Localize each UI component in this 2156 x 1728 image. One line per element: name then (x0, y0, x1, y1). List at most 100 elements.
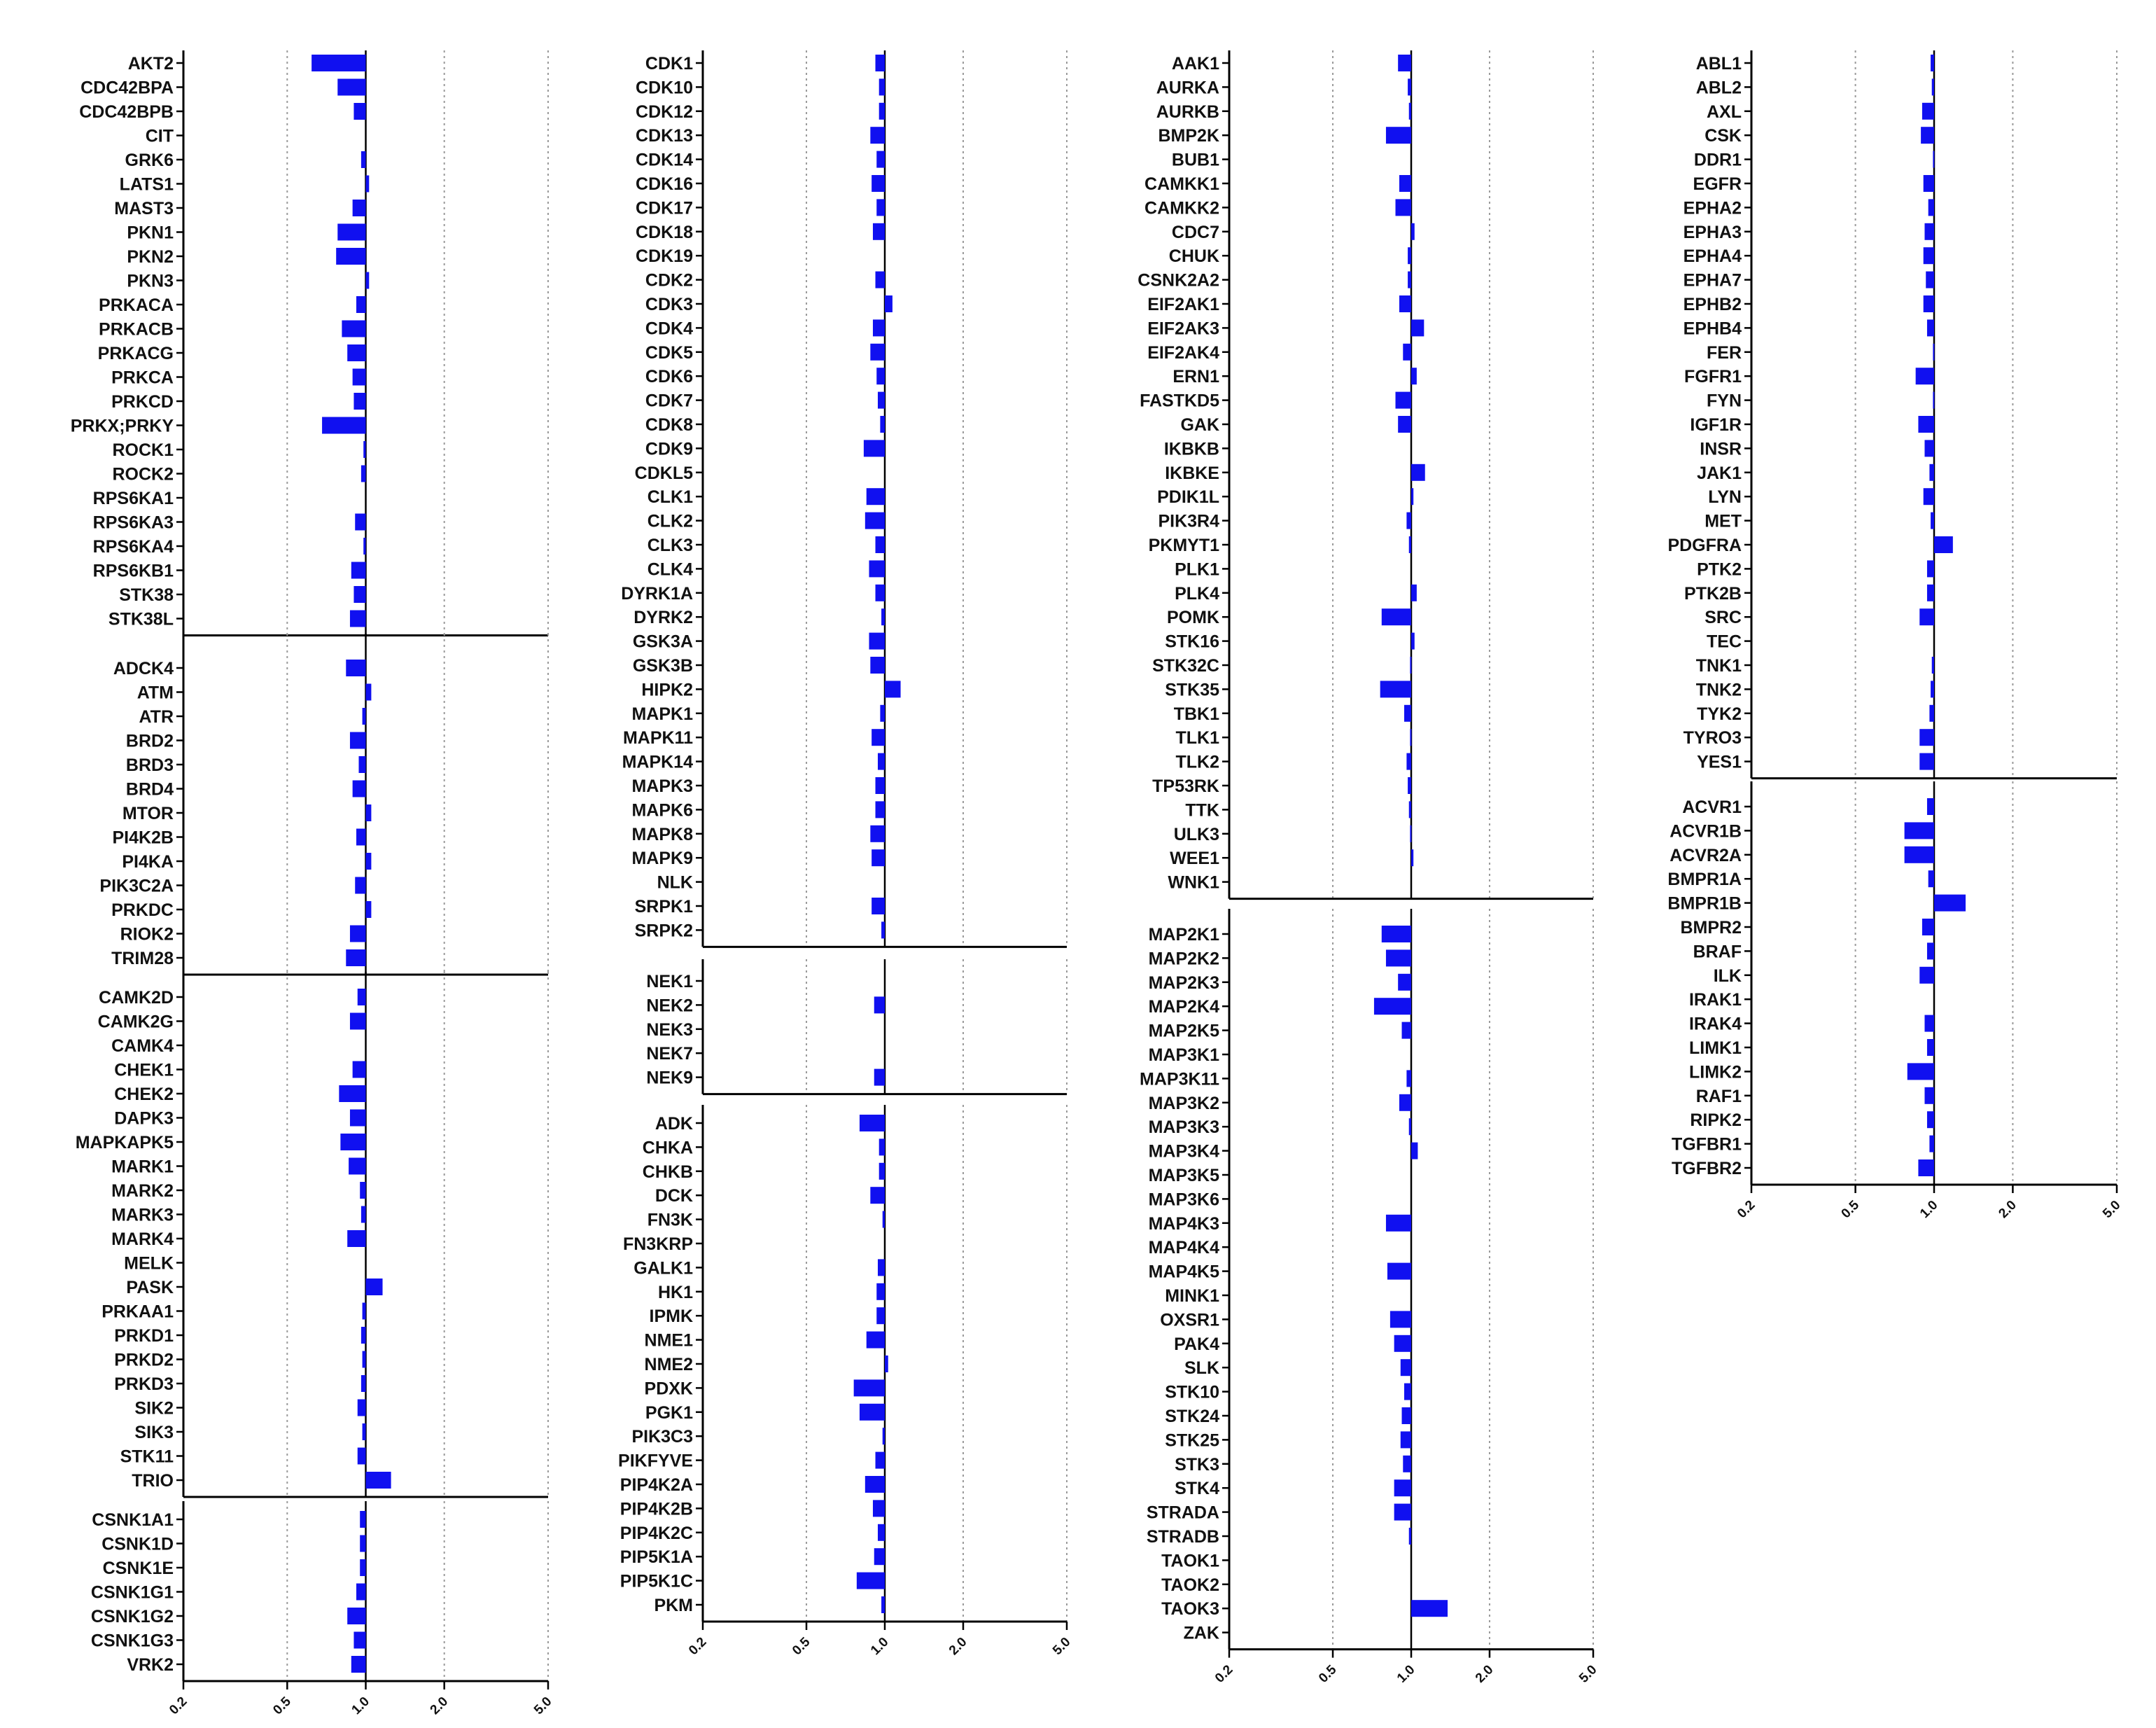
bar-stradb (1408, 1528, 1411, 1545)
x-tick-label: 0.2 (167, 1694, 190, 1718)
category-label: EPHA3 (1684, 223, 1742, 242)
bar-gak (1398, 416, 1411, 433)
bar-pip5k1a (874, 1548, 885, 1566)
bar-fgfr1 (1915, 368, 1934, 385)
bar-stk32c (1410, 657, 1412, 674)
category-label: GSK3A (633, 632, 693, 652)
category-label: EIF2AK4 (1147, 343, 1219, 363)
x-tick-label: 1.0 (1394, 1662, 1418, 1686)
x-tick-label: 5.0 (531, 1694, 555, 1718)
bar-pomk (1381, 608, 1411, 626)
bar-atm (365, 683, 372, 701)
category-label: TP53RK (1152, 776, 1219, 796)
bar-fastkd5 (1395, 391, 1411, 409)
category-label: EIF2AK1 (1147, 295, 1219, 314)
category-label: PIK3R4 (1158, 512, 1219, 531)
bar-adck4 (346, 660, 366, 676)
category-label: MAP3K4 (1149, 1142, 1220, 1162)
category-label: PRKAA1 (102, 1302, 174, 1322)
bar-fer (1933, 343, 1935, 361)
category-label: PASK (126, 1278, 174, 1297)
category-label: CDK6 (645, 367, 693, 386)
bar-brd2 (349, 732, 366, 749)
bar-mark3 (360, 1206, 366, 1223)
category-label: CAMKK1 (1144, 174, 1219, 194)
category-label: GSK3B (633, 656, 693, 676)
bar-cdk14 (876, 151, 885, 168)
category-label: MAPK14 (622, 753, 694, 772)
category-label: STK4 (1175, 1479, 1219, 1498)
bar-cdk1 (875, 55, 885, 71)
category-label: PRKACA (99, 295, 174, 315)
x-tick-label: 5.0 (2100, 1198, 2124, 1222)
bar-ttk (1408, 801, 1411, 818)
x-tick-label: 0.5 (790, 1634, 813, 1658)
category-label: TNK1 (1696, 656, 1742, 676)
bar-nme1 (866, 1331, 885, 1349)
bar-pkmyt1 (1408, 536, 1411, 553)
category-label: RIOK2 (120, 925, 174, 945)
category-label: MET (1704, 512, 1742, 531)
category-label: IKBKB (1164, 439, 1219, 459)
bar-pik3c2a (355, 877, 366, 894)
category-label: CHKB (643, 1162, 693, 1182)
category-label: TAOK1 (1161, 1551, 1219, 1570)
bar-prkca (352, 368, 366, 386)
bar-igf1r (1918, 416, 1934, 433)
bar-fn3k (882, 1211, 885, 1228)
category-label: CDK13 (636, 126, 693, 146)
category-label: WEE1 (1170, 849, 1219, 868)
category-label: CLK4 (648, 559, 693, 579)
category-label: BUB1 (1172, 151, 1219, 170)
category-label: STK25 (1165, 1430, 1219, 1450)
bar-map3k3 (1408, 1118, 1411, 1136)
bar-lats1 (365, 175, 370, 193)
bar-clk1 (866, 488, 885, 506)
bar-stk16 (1411, 632, 1415, 650)
bar-aak1 (1398, 55, 1411, 71)
bar-csnk1g1 (356, 1583, 366, 1601)
bar-cdk4 (872, 319, 885, 337)
category-label: DAPK3 (114, 1109, 174, 1129)
bar-grk6 (360, 151, 366, 168)
bar-pip4k2c (878, 1524, 885, 1541)
bar-rps6kb1 (351, 562, 366, 579)
bar-mapk14 (878, 753, 885, 770)
bar-bmpr1b (1934, 894, 1966, 912)
category-label: MINK1 (1165, 1286, 1219, 1306)
bar-pip4k2b (872, 1500, 885, 1517)
chart-panel: ACVR1 ACVR1B ACVR2A BMPR1A BMPR1B BMPR2 BRAF IL… (1667, 781, 2118, 1186)
bar-strada (1394, 1503, 1411, 1521)
bar-sik2 (357, 1399, 366, 1416)
category-label: ULK3 (1174, 825, 1219, 844)
category-label: ROCK2 (112, 465, 174, 485)
bar-bmpr1a (1928, 870, 1934, 888)
category-label: PIP5K1A (620, 1547, 693, 1567)
bar-eif2ak3 (1411, 319, 1424, 337)
category-label: MAP2K4 (1149, 997, 1220, 1017)
bar-stk11 (357, 1447, 366, 1465)
category-label: BMPR1A (1667, 870, 1742, 889)
bar-gsk3b (870, 657, 885, 674)
bar-stk38 (354, 586, 366, 603)
chart-column-2: CDK1 CDK10 CDK12 CDK13 CDK14 CDK16 CDK17 CDK18 C… (618, 50, 1074, 1658)
bar-cdk18 (872, 223, 885, 240)
category-label: MELK (124, 1254, 174, 1274)
category-label: CDK14 (636, 151, 693, 170)
category-label: STK38 (119, 585, 174, 605)
category-label: EPHB2 (1684, 295, 1742, 314)
bar-map2k4 (1373, 998, 1411, 1015)
category-label: AURKB (1156, 102, 1219, 122)
bar-map4k3 (1385, 1214, 1411, 1232)
category-label: AURKA (1156, 78, 1219, 97)
category-label: MAPKAPK5 (76, 1133, 174, 1152)
category-label: AKT2 (128, 54, 174, 74)
category-label: CSNK1D (102, 1535, 174, 1554)
category-label: MAPK8 (631, 825, 693, 844)
bar-ilk (1919, 966, 1934, 984)
bar-mtor (365, 804, 372, 821)
category-label: ATR (139, 707, 174, 727)
category-label: MAP2K5 (1149, 1022, 1220, 1041)
x-tick-label: 0.5 (1839, 1197, 1863, 1221)
x-tick-label: 1.0 (868, 1635, 892, 1659)
